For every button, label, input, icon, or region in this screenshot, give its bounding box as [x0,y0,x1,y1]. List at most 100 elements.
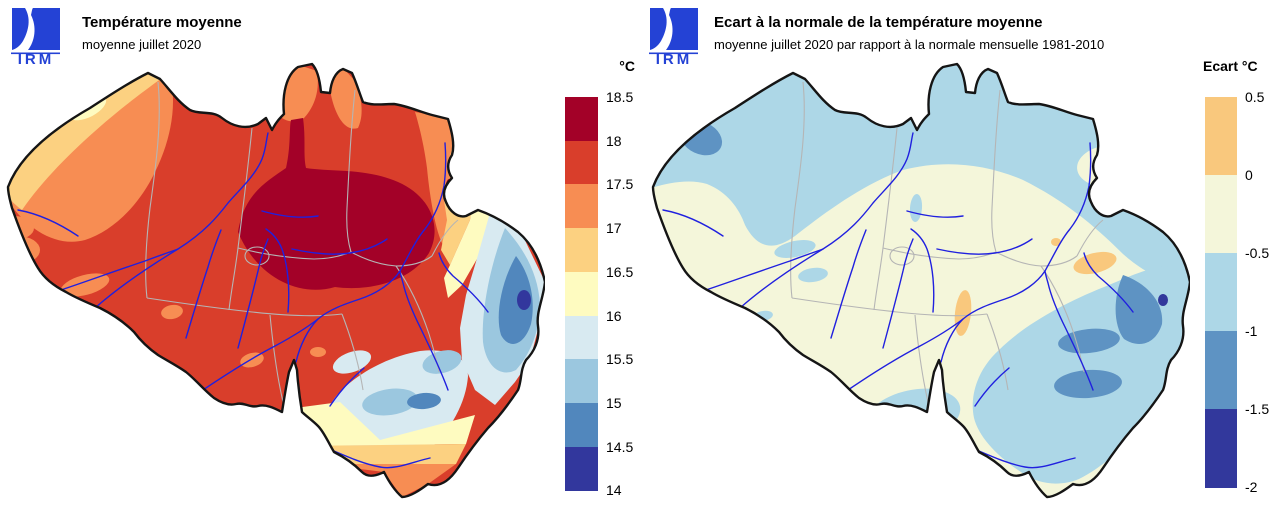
climate-region [909,194,923,222]
climate-region [1058,328,1120,354]
climate-region [296,444,466,464]
climate-region [320,464,456,497]
climate-region [498,256,533,344]
river-line [17,209,79,237]
irm-logo-text: IRM [656,51,693,65]
irm-logo: IRM [649,8,698,65]
river-line [54,248,179,293]
irm-logo-rule [11,52,60,55]
climate-region [653,64,1190,292]
river-line [662,209,724,237]
province-border [346,89,356,253]
legend-swatch [1205,253,1237,332]
left-map-title: Température moyenne [82,14,242,31]
legend-swatch [565,315,598,360]
river-line [910,228,935,313]
rivers [17,132,489,469]
climate-region [281,66,318,122]
climate-region [310,347,326,357]
province-border [791,297,988,317]
river-line [199,318,319,393]
legend-swatch [1205,175,1237,254]
river-line [906,210,964,218]
legend-tick-label: -1 [1245,323,1258,339]
temperature-map [6,62,545,499]
river-line [329,367,365,407]
legend-swatch [1205,409,1237,488]
climate-region [240,352,264,368]
province-borders [790,81,1104,403]
climate-region [798,267,828,283]
climate-regions [8,66,545,497]
river-line [882,238,914,349]
irm-logo-rule [649,52,698,55]
left-map-subtitle: moyenne juillet 2020 [82,37,202,52]
legend-tick-label: 16 [606,307,622,324]
legend-tick-label: 18.5 [606,89,634,105]
legend-tick-label: 16.5 [606,263,634,280]
climate-region [362,388,418,416]
river-line [291,238,388,255]
belgium-outline [6,62,545,499]
climate-region [1158,294,1168,306]
river-line [1044,270,1094,391]
climate-region [330,68,362,129]
legend-tick-label: 15.5 [606,351,634,368]
province-borders [145,81,459,403]
legend-tick-label: 0.5 [1245,89,1265,105]
legend-tick-label: 17 [606,220,622,237]
legend-tick-label: 15 [606,394,622,411]
climate-region [667,306,699,330]
province-border [228,127,253,311]
legend-tick-label: 18 [606,132,622,149]
climate-region [1054,369,1122,399]
irm-logo-left-shape [650,8,667,50]
province-border [1076,219,1104,257]
anomaly-map [651,62,1190,499]
legend-tick-label: -1.5 [1245,401,1270,417]
river-line [94,132,269,309]
climate-region [280,402,475,446]
legend-swatch [565,402,598,448]
legend-tick-label: 14 [606,482,622,499]
climate-region [8,72,173,242]
legend-tick-label: -2 [1245,479,1258,495]
climate-region [238,118,435,290]
climate-region [1073,251,1117,275]
river-line [974,367,1010,407]
climate-region [8,70,162,210]
province-border [914,314,929,403]
climate-region [161,304,183,320]
legend-swatch [565,140,598,185]
legend-swatch [565,97,598,142]
province-border [790,81,805,299]
irm-logo-text: IRM [18,51,55,65]
irm-logo-right-shape [666,8,698,50]
legend-tick-label: 17.5 [606,176,634,193]
province-border [237,247,352,260]
legend-swatch [565,271,598,316]
river-line [237,238,269,349]
river-line [261,210,319,218]
irm-logo-right-shape [28,8,60,50]
left-legend-unit: °C [619,58,635,74]
river-line [699,248,824,293]
province-border [244,246,270,266]
legend-swatch [1205,331,1237,410]
river-line [399,270,449,391]
river-line [844,318,964,393]
river-line [1083,252,1134,313]
irm-logo-left-shape [12,8,29,50]
river-line [438,252,489,313]
climate-region [422,350,462,374]
legend-swatch [1205,97,1237,176]
climate-region [407,392,441,410]
province-border [986,313,1009,391]
river-line [936,238,1033,255]
right-map-subtitle: moyenne juillet 2020 par rapport à la no… [714,37,1105,52]
province-border [269,314,284,403]
legend-swatch [565,184,598,229]
province-border [145,81,160,299]
climate-region [676,384,710,406]
